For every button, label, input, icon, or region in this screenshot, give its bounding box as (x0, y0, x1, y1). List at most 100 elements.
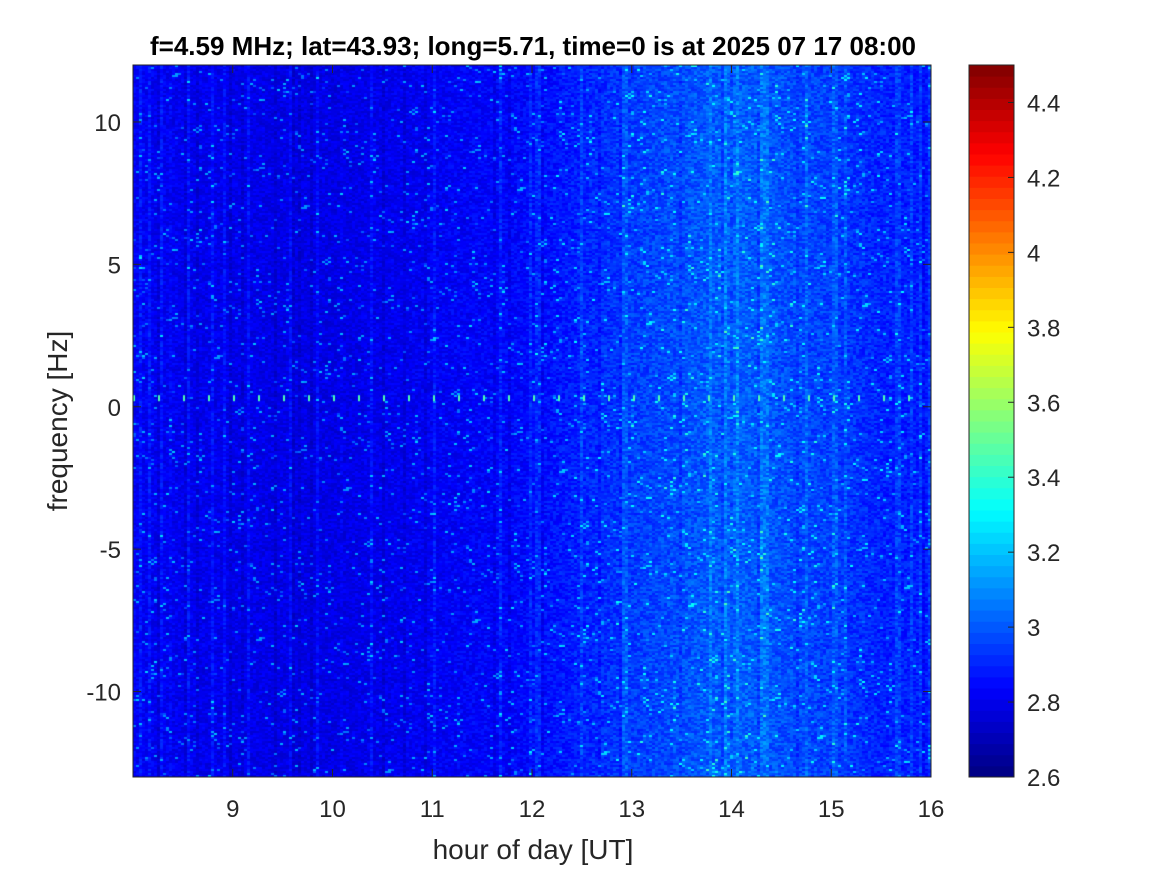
colorbar-band (969, 532, 1014, 544)
colorbar-band (969, 710, 1014, 722)
colorbar-band (969, 142, 1014, 155)
colorbar-band (969, 599, 1014, 611)
colorbar-band (969, 487, 1014, 500)
colorbar-band (969, 665, 1014, 678)
y-tick-label: -5 (100, 537, 121, 564)
colorbar-band (969, 409, 1014, 422)
colorbar-band (969, 554, 1014, 567)
colorbar-band (969, 98, 1014, 110)
colorbar-band (969, 398, 1014, 411)
plot-area (132, 64, 932, 778)
colorbar-band (969, 699, 1014, 711)
colorbar-tick-label: 4 (1027, 240, 1040, 267)
colorbar-band (969, 454, 1014, 466)
colorbar-band (969, 643, 1014, 656)
x-tick-label: 10 (319, 796, 346, 823)
colorbar-band (969, 721, 1014, 733)
colorbar-band (969, 254, 1014, 266)
colorbar-band (969, 632, 1014, 644)
colorbar-band (969, 209, 1014, 222)
x-tick-label: 9 (226, 796, 239, 823)
colorbar-band (969, 309, 1014, 322)
colorbar-band (969, 332, 1014, 344)
colorbar-band (969, 343, 1014, 355)
colorbar-band (969, 565, 1014, 578)
colorbar-band (969, 265, 1014, 277)
colorbar-tick-label: 3.6 (1027, 390, 1060, 417)
colorbar-band (969, 510, 1014, 522)
colorbar-band (969, 87, 1014, 99)
x-tick-label: 13 (618, 796, 645, 823)
colorbar-band (969, 76, 1014, 88)
colorbar-tick-label: 2.6 (1027, 765, 1060, 792)
colorbar-tick-label: 2.8 (1027, 690, 1060, 717)
colorbar-band (969, 376, 1014, 389)
x-axis: 9 10 11 12 13 14 15 16 (226, 65, 944, 823)
x-tick-label: 16 (918, 796, 945, 823)
colorbar-band (969, 676, 1014, 689)
x-tick-label: 11 (420, 796, 445, 823)
colorbar-frame (968, 64, 1015, 778)
y-tick-label: 5 (108, 252, 121, 279)
colorbar-band (969, 287, 1014, 300)
colorbar-tick-label: 3.8 (1027, 315, 1060, 342)
colorbar-band (969, 65, 1014, 77)
y-tick-label: -10 (86, 680, 121, 707)
colorbar-band (969, 320, 1014, 333)
colorbar-gradient (969, 65, 1014, 778)
colorbar-band (969, 387, 1014, 400)
colorbar-tick-label: 4.4 (1027, 90, 1060, 117)
x-tick-label: 15 (818, 796, 845, 823)
colorbar-band (969, 243, 1014, 255)
colorbar-band (969, 610, 1014, 622)
colorbar-band (969, 220, 1014, 233)
colorbar-band (969, 521, 1014, 533)
spectrogram-raster (133, 65, 931, 777)
colorbar-band (969, 576, 1014, 589)
colorbar: 4.4 4.2 4 3.8 3.6 3.4 3.2 3 2.8 2.6 (968, 64, 1060, 792)
colorbar-tick-label: 4.2 (1027, 165, 1060, 192)
colorbar-band (969, 765, 1014, 778)
colorbar-band (969, 154, 1014, 166)
colorbar-band (969, 187, 1014, 199)
colorbar-band (969, 354, 1014, 366)
colorbar-band (969, 298, 1014, 311)
colorbar-band (969, 688, 1014, 700)
colorbar-band (969, 443, 1014, 455)
colorbar-band (969, 654, 1014, 667)
colorbar-band (969, 476, 1014, 489)
colorbar-band (969, 732, 1014, 745)
colorbar-band (969, 543, 1014, 555)
colorbar-ticks: 4.4 4.2 4 3.8 3.6 3.4 3.2 3 2.8 2.6 (1008, 90, 1060, 792)
colorbar-tick-label: 3.2 (1027, 540, 1060, 567)
colorbar-band (969, 176, 1014, 188)
y-tick-label: 0 (108, 395, 121, 422)
colorbar-tick-label: 3 (1027, 615, 1040, 642)
x-axis-label: hour of day [UT] (433, 834, 634, 865)
chart-title: f=4.59 MHz; lat=43.93; long=5.71, time=0… (150, 31, 916, 61)
colorbar-tick-label: 3.4 (1027, 465, 1060, 492)
colorbar-band (969, 120, 1014, 133)
colorbar-band (969, 621, 1014, 633)
colorbar-band (969, 365, 1014, 377)
y-tick-label: 10 (94, 110, 121, 137)
colorbar-band (969, 231, 1014, 244)
colorbar-band (969, 421, 1014, 433)
x-tick-label: 14 (718, 796, 745, 823)
colorbar-band (969, 165, 1014, 177)
colorbar-band (969, 498, 1014, 511)
x-tick-label: 12 (519, 796, 546, 823)
colorbar-band (969, 276, 1014, 288)
colorbar-band (969, 198, 1014, 211)
colorbar-band (969, 109, 1014, 122)
colorbar-band (969, 587, 1014, 600)
colorbar-band (969, 743, 1014, 756)
colorbar-band (969, 465, 1014, 478)
y-axis-label: frequency [Hz] (42, 331, 73, 512)
y-axis: 10 5 0 -5 -10 (86, 110, 931, 707)
colorbar-band (969, 754, 1014, 767)
colorbar-band (969, 432, 1014, 444)
colorbar-band (969, 131, 1014, 144)
spectrogram-image (133, 65, 931, 777)
